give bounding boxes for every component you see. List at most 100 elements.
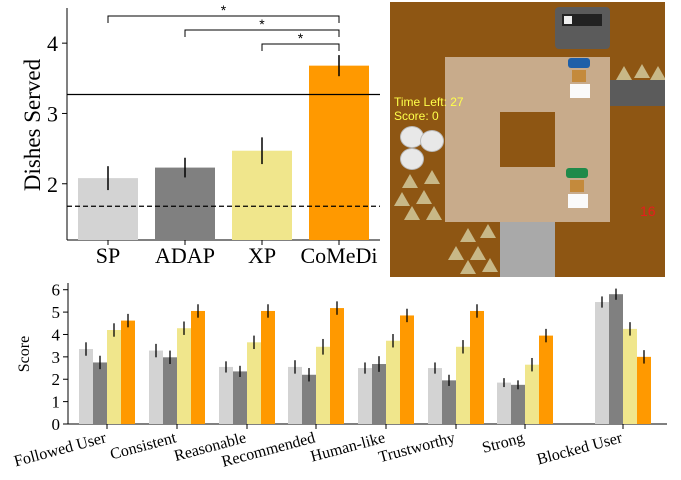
bottom-bar xyxy=(456,346,470,424)
bottom-bar xyxy=(470,310,484,424)
onion-icon xyxy=(416,190,432,204)
onion-icon xyxy=(448,246,464,260)
bottom-bar xyxy=(442,380,456,424)
significance-star: * xyxy=(221,2,227,18)
stove-knob xyxy=(564,16,572,24)
bottom-bar xyxy=(177,328,191,424)
bottom-bar xyxy=(261,310,275,424)
bottom-bar xyxy=(609,294,623,424)
bottom-x-tick-label: Strong xyxy=(480,429,526,456)
bottom-bar xyxy=(511,384,525,424)
chef-hat-icon xyxy=(568,58,590,68)
bottom-bar xyxy=(302,374,316,424)
onion-icon xyxy=(402,174,418,188)
bottom-bar xyxy=(288,366,302,424)
bottom-bar xyxy=(428,368,442,424)
bottom-bar xyxy=(623,328,637,424)
chef-face-icon xyxy=(572,70,586,82)
bottom-y-label: Score xyxy=(16,336,33,372)
onion-icon xyxy=(460,228,476,242)
bottom-y-tick-label: 5 xyxy=(52,303,61,322)
top-y-label: Dishes Served xyxy=(20,58,45,191)
bottom-bar xyxy=(386,340,400,424)
significance-bracket xyxy=(184,29,340,37)
bottom-x-tick-label: Human-like xyxy=(309,429,387,465)
chef-body-icon xyxy=(568,194,588,208)
bottom-bar xyxy=(219,366,233,424)
bottom-bar xyxy=(330,308,344,424)
bottom-bar xyxy=(233,371,247,424)
chef-face-icon xyxy=(570,180,584,192)
serving-window xyxy=(500,222,555,277)
bottom-x-tick-label: Blocked User xyxy=(535,429,625,468)
score-label: Score: 0 xyxy=(394,109,439,123)
bottom-bar xyxy=(497,382,511,424)
top-x-tick-label: XP xyxy=(248,243,276,268)
top-x-tick-label: SP xyxy=(96,243,120,268)
bottom-bar xyxy=(247,342,261,424)
bottom-bar xyxy=(163,357,177,424)
bottom-y-tick-label: 4 xyxy=(52,325,61,344)
onion-icon xyxy=(404,206,420,220)
bottom-bar xyxy=(93,362,107,424)
bottom-bar xyxy=(637,356,651,424)
bottom-y-tick-label: 0 xyxy=(52,415,61,434)
onion-shelf xyxy=(610,80,665,106)
onion-icon xyxy=(394,192,410,206)
significance-star: * xyxy=(259,16,265,32)
game-screenshot: Time Left: 27 Score: 0 16 xyxy=(390,2,665,277)
top-x-tick-label: CoMeDi xyxy=(301,243,378,268)
stove-panel xyxy=(562,14,602,26)
bottom-bar xyxy=(79,349,93,424)
dish-icon xyxy=(420,130,444,152)
significance-bracket xyxy=(261,43,340,51)
top-bars: 2 3 4 SP ADAP XP CoMeDi * * * xyxy=(47,2,380,268)
top-y-tick-label: 3 xyxy=(47,101,58,126)
top-y-tick-label: 4 xyxy=(47,31,58,56)
chef-body-icon xyxy=(570,84,590,98)
chef-hat-icon xyxy=(566,168,588,178)
top-x-tick-label: ADAP xyxy=(155,243,215,268)
bottom-bar xyxy=(372,364,386,424)
onion-icon xyxy=(616,66,632,80)
bottom-y-tick-label: 3 xyxy=(52,348,61,367)
bottom-x-tick-label: Trustworthy xyxy=(377,429,457,466)
significance-star: * xyxy=(298,30,304,46)
bottom-bar xyxy=(358,368,372,424)
dish-icon xyxy=(400,148,424,170)
bottom-y-tick-label: 6 xyxy=(52,281,61,300)
bottom-bar xyxy=(400,315,414,424)
significance-bracket xyxy=(107,15,340,23)
bottom-bar xyxy=(525,364,539,424)
time-left-label: Time Left: 27 xyxy=(394,95,464,109)
top-chart: Dishes Served 2 3 4 SP ADAP XP CoMeDi * * * xyxy=(20,2,380,268)
order-count: 16 xyxy=(640,203,656,219)
onion-icon xyxy=(482,258,498,272)
top-bar xyxy=(155,167,215,240)
onion-icon xyxy=(426,206,442,220)
bottom-y-tick-label: 1 xyxy=(52,393,61,412)
bottom-bar xyxy=(149,350,163,424)
center-counter xyxy=(500,112,555,167)
onion-icon xyxy=(634,64,650,78)
bottom-y-tick-label: 2 xyxy=(52,370,61,389)
top-bar xyxy=(309,65,369,240)
onion-icon xyxy=(480,224,496,238)
onion-icon xyxy=(460,260,476,274)
onion-icon xyxy=(424,170,440,184)
bottom-bar xyxy=(595,302,609,424)
bottom-bar xyxy=(191,310,205,424)
bottom-bar xyxy=(121,320,135,424)
bottom-x-tick-label: Followed User xyxy=(12,429,108,470)
onion-icon xyxy=(470,246,486,260)
onion-icon xyxy=(650,66,665,80)
bottom-bar xyxy=(539,335,553,424)
top-y-tick-label: 2 xyxy=(47,172,58,197)
top-bar xyxy=(232,150,292,240)
bottom-bar xyxy=(316,346,330,424)
bottom-bar xyxy=(107,330,121,424)
bottom-x-tick-label: Consistent xyxy=(108,429,178,463)
